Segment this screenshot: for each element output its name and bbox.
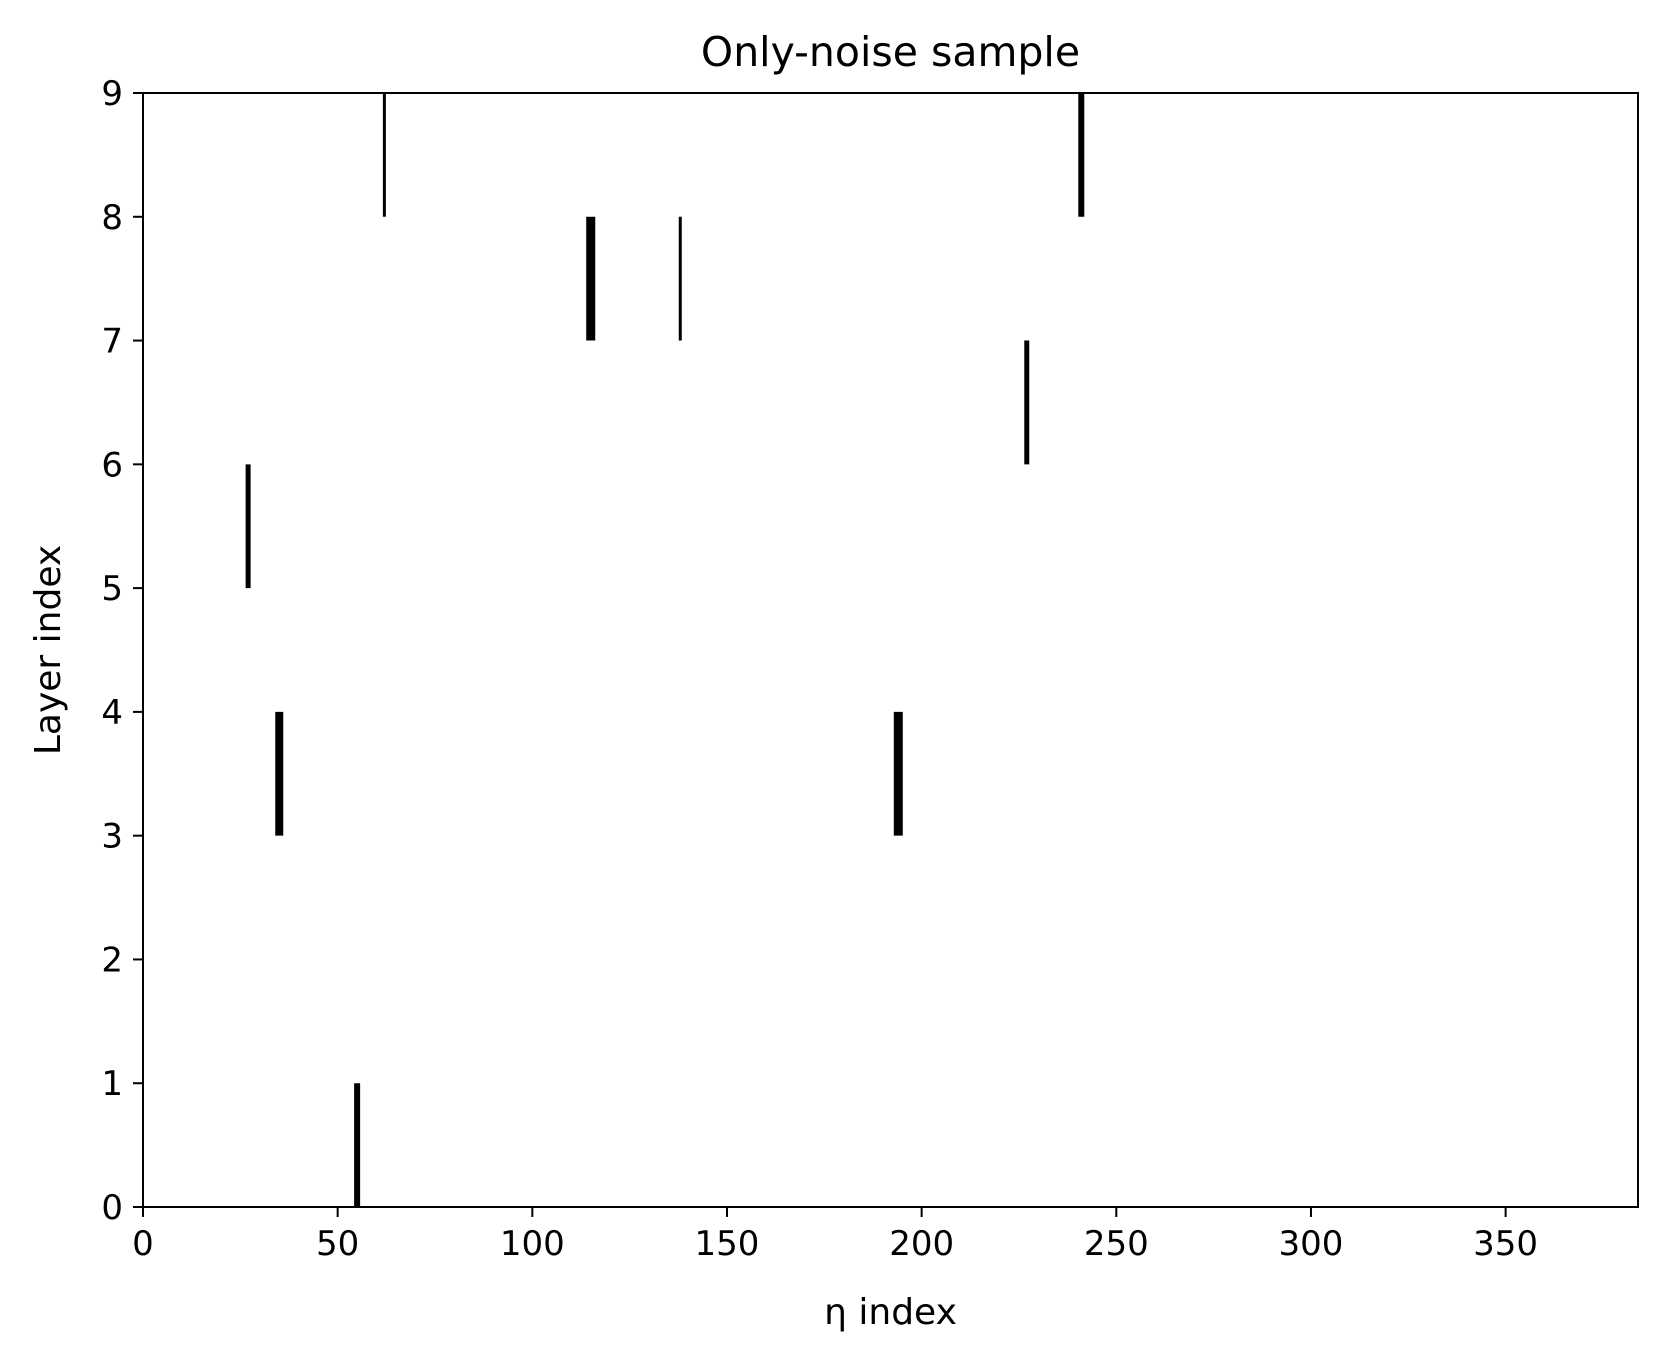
y-tick-label: 9 [101,74,123,114]
y-axis-label: Layer index [28,545,69,755]
y-tick-label: 5 [101,569,123,609]
y-tick-label: 7 [101,322,123,362]
y-tick-label: 1 [101,1064,123,1104]
x-tick-label: 50 [316,1224,359,1264]
y-tick-label: 4 [101,693,123,733]
x-tick-label: 250 [1084,1224,1149,1264]
x-tick-label: 150 [695,1224,760,1264]
chart-title: Only-noise sample [701,28,1080,76]
y-tick-label: 8 [101,198,123,238]
x-tick-label: 0 [132,1224,154,1264]
x-tick-label: 100 [500,1224,565,1264]
y-tick-label: 2 [101,940,123,980]
x-tick-label: 350 [1473,1224,1538,1264]
y-tick-label: 6 [101,445,123,485]
x-tick-label: 200 [889,1224,954,1264]
plot-frame [142,92,1639,1208]
marks-layer [245,93,1085,1207]
ticks-layer: 0 50 100 150 200 250 300 350 0 1 2 3 4 5 6 7 8 9 [101,74,1538,1264]
y-tick-label: 3 [101,817,123,857]
x-axis-label: η index [824,1292,957,1333]
y-tick-label: 0 [101,1188,123,1228]
plot-background [143,93,1638,1207]
x-tick-label: 300 [1279,1224,1344,1264]
